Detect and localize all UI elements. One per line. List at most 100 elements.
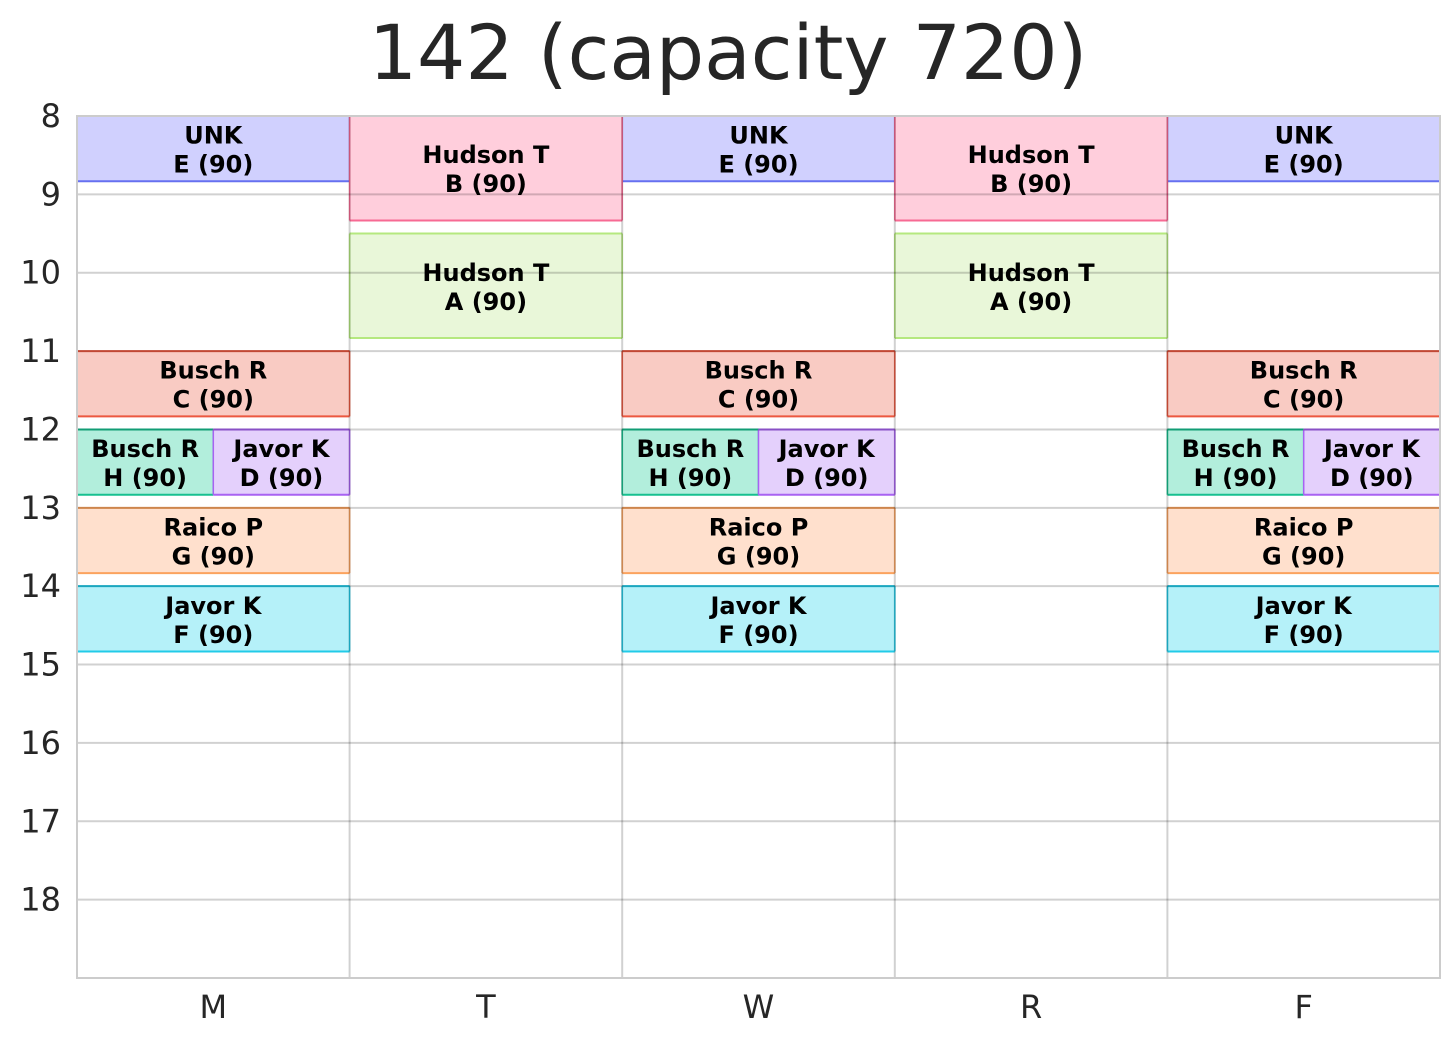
event-block: Javor KF (90) bbox=[1166, 585, 1441, 653]
event-fill bbox=[894, 116, 1168, 221]
event-section: A (90) bbox=[445, 288, 527, 316]
event-fill bbox=[349, 233, 623, 339]
event-instructor: Javor K bbox=[163, 592, 262, 620]
event-instructor: Raico P bbox=[1254, 513, 1354, 541]
event-section: C (90) bbox=[718, 386, 799, 414]
event-section: D (90) bbox=[240, 464, 324, 492]
event-instructor: Javor K bbox=[231, 435, 330, 463]
event-instructor: Javor K bbox=[1322, 435, 1421, 463]
event-instructor: Busch R bbox=[1182, 435, 1290, 463]
event-block: Busch RC (90) bbox=[621, 350, 896, 418]
event-section: G (90) bbox=[172, 542, 255, 570]
event-section: F (90) bbox=[173, 621, 253, 649]
event-block: Hudson TA (90) bbox=[894, 232, 1169, 340]
event-block: Busch RC (90) bbox=[1166, 350, 1441, 418]
event-block: Javor KF (90) bbox=[621, 585, 896, 653]
event-fill bbox=[349, 116, 623, 221]
event-section: F (90) bbox=[1264, 621, 1344, 649]
x-tick-label: F bbox=[1294, 988, 1312, 1026]
event-section: D (90) bbox=[785, 464, 869, 492]
event-block: Raico PG (90) bbox=[1166, 506, 1441, 575]
y-tick-label: 17 bbox=[20, 802, 61, 840]
y-tick-label: 12 bbox=[20, 410, 61, 448]
event-fill bbox=[758, 429, 895, 495]
event-instructor: Raico P bbox=[709, 513, 809, 541]
event-block: Busch RH (90) bbox=[76, 428, 215, 496]
y-tick-label: 16 bbox=[20, 724, 61, 762]
x-tick-label: W bbox=[743, 988, 775, 1026]
y-tick-label: 9 bbox=[41, 175, 61, 213]
event-block: Hudson TB (90) bbox=[348, 116, 623, 222]
y-tick-label: 11 bbox=[20, 332, 61, 370]
event-instructor: UNK bbox=[729, 122, 789, 150]
event-section: A (90) bbox=[990, 288, 1072, 316]
event-fill bbox=[1167, 429, 1304, 495]
event-block: Busch RH (90) bbox=[621, 428, 760, 496]
event-fill bbox=[622, 429, 759, 495]
event-instructor: Javor K bbox=[1254, 592, 1353, 620]
event-fill bbox=[1167, 507, 1440, 574]
event-block: Javor KD (90) bbox=[757, 428, 896, 496]
event-instructor: Hudson T bbox=[422, 259, 550, 287]
event-instructor: Busch R bbox=[1250, 357, 1358, 385]
event-block: Busch RC (90) bbox=[76, 350, 351, 418]
event-block: Busch RH (90) bbox=[1166, 428, 1305, 496]
event-section: B (90) bbox=[445, 170, 527, 198]
y-tick-label: 10 bbox=[20, 254, 61, 292]
event-instructor: UNK bbox=[184, 122, 244, 150]
y-tick-label: 18 bbox=[20, 881, 61, 919]
event-fill bbox=[1167, 586, 1440, 652]
event-fill bbox=[622, 351, 895, 417]
event-instructor: Busch R bbox=[636, 435, 744, 463]
event-fill bbox=[77, 586, 350, 652]
y-tick-label: 13 bbox=[20, 489, 61, 527]
event-section: E (90) bbox=[718, 151, 798, 179]
y-tick-label: 15 bbox=[20, 646, 61, 684]
event-fill bbox=[1167, 116, 1440, 182]
event-block: Javor KF (90) bbox=[76, 585, 351, 653]
event-fill bbox=[622, 586, 895, 652]
event-instructor: UNK bbox=[1275, 122, 1335, 150]
event-block: Javor KD (90) bbox=[1302, 428, 1441, 496]
event-fill bbox=[622, 507, 895, 574]
event-block: Javor KD (90) bbox=[212, 428, 351, 496]
event-section: F (90) bbox=[718, 621, 798, 649]
event-fill bbox=[1167, 351, 1440, 417]
x-tick-label: M bbox=[199, 988, 227, 1026]
event-fill bbox=[77, 116, 350, 182]
event-fill bbox=[894, 233, 1168, 339]
event-fill bbox=[77, 507, 350, 574]
event-fill bbox=[622, 116, 895, 182]
event-section: C (90) bbox=[1263, 386, 1344, 414]
event-fill bbox=[1303, 429, 1440, 495]
event-block: Hudson TB (90) bbox=[894, 116, 1169, 222]
event-section: E (90) bbox=[173, 151, 253, 179]
event-section: E (90) bbox=[1264, 151, 1344, 179]
event-section: H (90) bbox=[103, 464, 187, 492]
event-instructor: Hudson T bbox=[968, 141, 1096, 169]
event-instructor: Busch R bbox=[705, 357, 813, 385]
event-instructor: Raico P bbox=[164, 513, 264, 541]
event-block: Raico PG (90) bbox=[621, 506, 896, 575]
event-section: D (90) bbox=[1330, 464, 1414, 492]
event-section: C (90) bbox=[173, 386, 254, 414]
plot-frame bbox=[76, 115, 1441, 979]
event-block: Hudson TA (90) bbox=[348, 232, 623, 340]
event-section: G (90) bbox=[1262, 542, 1345, 570]
event-fill bbox=[77, 351, 350, 417]
chart-title: 142 (capacity 720) bbox=[368, 8, 1088, 97]
x-tick-label: T bbox=[475, 988, 496, 1026]
event-instructor: Hudson T bbox=[968, 259, 1096, 287]
event-block: Raico PG (90) bbox=[76, 506, 351, 575]
event-fill bbox=[213, 429, 350, 495]
y-tick-label: 8 bbox=[41, 97, 61, 135]
event-instructor: Busch R bbox=[159, 357, 267, 385]
event-instructor: Busch R bbox=[91, 435, 199, 463]
event-fill bbox=[77, 429, 214, 495]
event-section: H (90) bbox=[1194, 464, 1278, 492]
event-instructor: Javor K bbox=[777, 435, 876, 463]
